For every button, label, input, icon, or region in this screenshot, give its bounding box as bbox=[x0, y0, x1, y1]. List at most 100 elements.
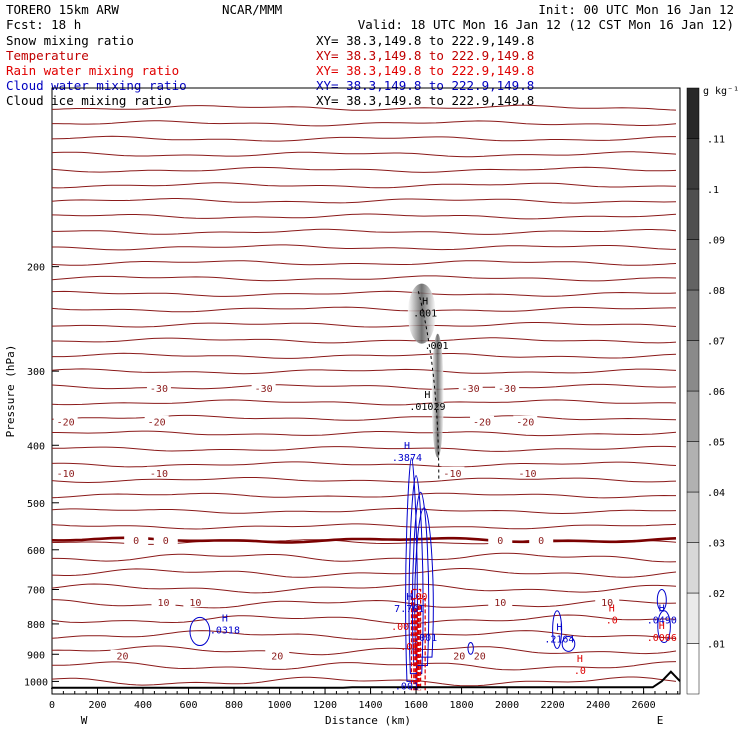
colorbar-label: .02 bbox=[707, 589, 725, 600]
isotherm-line bbox=[52, 552, 677, 563]
contour-label: 10 bbox=[189, 598, 201, 609]
contour-label-bg bbox=[495, 381, 520, 393]
max-marker: H bbox=[424, 390, 430, 401]
cloud-water-blob bbox=[561, 635, 576, 652]
x-tick-label: 1400 bbox=[359, 700, 383, 711]
x-tick-label: 1200 bbox=[313, 700, 337, 711]
y-tick-label: 700 bbox=[27, 586, 45, 597]
contour-label-bg bbox=[251, 381, 276, 393]
isotherm-line bbox=[51, 322, 677, 328]
x-tick-label: 1600 bbox=[404, 700, 428, 711]
isotherm-line bbox=[51, 275, 677, 282]
isotherm-line bbox=[51, 676, 677, 687]
isotherm-line bbox=[51, 630, 677, 640]
isotherm-line bbox=[52, 244, 677, 251]
org-label: NCAR/MMM bbox=[222, 2, 282, 17]
contour-label: -10 bbox=[443, 469, 461, 480]
legend-temperature: Temperature bbox=[6, 48, 89, 63]
isotherm-line bbox=[51, 445, 677, 452]
contour-label-bg bbox=[151, 596, 176, 608]
colorbar-label: .05 bbox=[707, 438, 725, 449]
contour-label-bg bbox=[153, 534, 178, 546]
x-left-end-label: W bbox=[81, 714, 88, 727]
cloud-water-blob bbox=[467, 642, 474, 655]
max-value: .0318 bbox=[210, 625, 240, 636]
isotherm-line bbox=[51, 461, 677, 468]
cloud-water-blob bbox=[189, 616, 211, 647]
contour-label: -20 bbox=[473, 418, 491, 429]
x-tick-label: 800 bbox=[225, 700, 243, 711]
max-marker: H bbox=[406, 592, 412, 603]
legend-rain: Rain water mixing ratio bbox=[6, 63, 179, 78]
contour-label-bg bbox=[595, 596, 620, 608]
colorbar-label: .06 bbox=[707, 387, 725, 398]
legend-temperature-xy: XY= 38.3,149.8 to 222.9,149.8 bbox=[316, 48, 534, 63]
contour-label: 10 bbox=[494, 598, 506, 609]
cloud-water-contour bbox=[405, 457, 418, 682]
contour-label: -30 bbox=[498, 384, 516, 395]
y-tick-label: 400 bbox=[27, 441, 45, 452]
max-marker: H bbox=[556, 623, 562, 634]
contour-label-bg bbox=[470, 415, 495, 427]
max-value: .001 bbox=[395, 682, 419, 693]
contour-label-bg bbox=[529, 534, 554, 546]
hydrometeor-features bbox=[51, 283, 681, 691]
contour-label: -10 bbox=[519, 469, 537, 480]
contour-label-bg bbox=[440, 466, 465, 478]
contour-label: -10 bbox=[57, 469, 75, 480]
legend-cloud-water-xy: XY= 38.3,149.8 to 222.9,149.8 bbox=[316, 78, 534, 93]
contour-label: 0 bbox=[163, 536, 169, 547]
contour-label-bg bbox=[146, 381, 171, 393]
max-value: .01029 bbox=[409, 402, 445, 413]
colorbar-bin bbox=[686, 390, 700, 442]
contour-label-bg bbox=[488, 596, 513, 608]
legend-snow-xy: XY= 38.3,149.8 to 222.9,149.8 bbox=[316, 33, 534, 48]
isotherm-line bbox=[51, 661, 677, 671]
max-value: .0006 bbox=[647, 633, 677, 644]
isotherm-line bbox=[52, 228, 677, 235]
contour-label-bg bbox=[513, 415, 538, 427]
x-tick-label: 0 bbox=[49, 700, 55, 711]
y-tick-label: 200 bbox=[27, 263, 45, 274]
model-title: TORERO 15km ARW bbox=[6, 2, 119, 17]
max-marker: H bbox=[577, 654, 583, 665]
max-value: .001 bbox=[424, 341, 448, 352]
contour-label: -30 bbox=[150, 384, 168, 395]
x-tick-label: 2600 bbox=[632, 700, 656, 711]
isotherm-line bbox=[51, 568, 677, 578]
ice-plume-column bbox=[431, 333, 444, 458]
contour-label: 20 bbox=[117, 652, 129, 663]
isotherm-line bbox=[51, 523, 677, 530]
legend-cloud-water: Cloud water mixing ratio bbox=[6, 78, 187, 93]
isotherm-line bbox=[51, 399, 677, 406]
isotherm-line bbox=[51, 135, 676, 142]
isotherm-line bbox=[51, 260, 677, 266]
colorbar-bin bbox=[686, 592, 700, 644]
x-tick-label: 600 bbox=[179, 700, 197, 711]
colorbar-bin bbox=[686, 441, 700, 493]
valid-label: Valid: 18 UTC Mon 16 Jan 12 (12 CST Mon … bbox=[358, 17, 734, 32]
colorbar-label: .08 bbox=[707, 286, 725, 297]
x-tick-label: 1000 bbox=[267, 700, 291, 711]
max-marker: H bbox=[404, 441, 410, 452]
isotherm-line bbox=[51, 104, 677, 111]
max-value: .00 bbox=[391, 622, 409, 633]
cloud-water-contour bbox=[414, 507, 434, 658]
contour-label-bg bbox=[144, 415, 169, 427]
temperature-contours: -30 -30 -30 -30 -20 -20 -20 -20 -10 -10 -10 -10 0 0 0 0… bbox=[51, 104, 677, 687]
isotherm-line bbox=[52, 352, 677, 359]
contour-label: -20 bbox=[516, 418, 534, 429]
cloud-water-contour bbox=[408, 475, 424, 675]
isotherm-line bbox=[51, 290, 677, 297]
colorbar-label: .09 bbox=[707, 236, 725, 247]
contour-label-bg bbox=[53, 415, 78, 427]
max-value: .001 bbox=[413, 309, 437, 320]
y-tick-label: 600 bbox=[27, 546, 45, 557]
contour-label: 20 bbox=[453, 652, 465, 663]
max-marker: H bbox=[659, 604, 665, 615]
x-tick-label: 200 bbox=[88, 700, 106, 711]
max-value: .001 bbox=[413, 633, 437, 644]
isotherm-line bbox=[51, 182, 677, 189]
isotherm-line bbox=[51, 368, 677, 375]
y-tick-label: 300 bbox=[27, 367, 45, 378]
